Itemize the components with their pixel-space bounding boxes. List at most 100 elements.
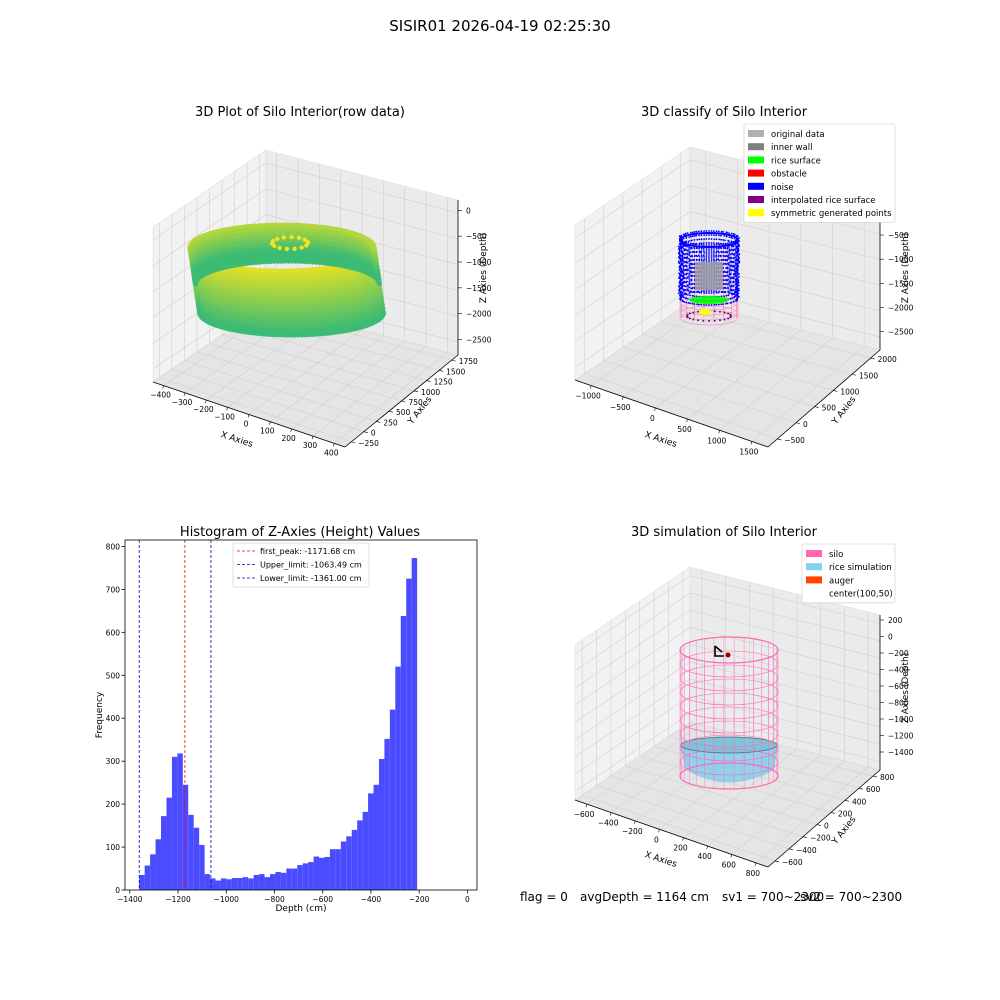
y-tick — [402, 401, 406, 402]
noise-point — [732, 290, 734, 292]
raw-point — [377, 281, 382, 286]
noise-point — [693, 259, 695, 261]
noise-point — [713, 250, 715, 252]
legend-label: silo — [829, 550, 843, 560]
noise-point — [708, 260, 710, 262]
interp-point — [692, 319, 694, 321]
noise-point — [723, 263, 725, 265]
histogram-bar — [292, 869, 297, 890]
noise-point — [679, 255, 681, 257]
histogram-bar — [352, 830, 357, 890]
noise-point — [718, 243, 720, 245]
x-tick-label: 200 — [282, 434, 297, 443]
noise-point — [703, 258, 705, 260]
y-tick — [439, 370, 443, 371]
noise-point — [703, 304, 705, 306]
legend-label: rice simulation — [829, 563, 892, 573]
noise-point — [703, 254, 705, 256]
noise-point — [698, 259, 700, 261]
noise-point — [735, 244, 737, 246]
x-tick-label: 200 — [673, 844, 688, 853]
noise-point — [735, 287, 737, 289]
inner-wall — [695, 262, 723, 290]
legend-label: Upper_limit: -1063.49 cm — [260, 561, 362, 570]
noise-point — [682, 254, 684, 256]
noise-point — [720, 303, 722, 305]
y-tick — [351, 442, 355, 443]
panel4-title: 3D simulation of Silo Interior — [631, 525, 818, 540]
noise-point — [701, 238, 703, 240]
noise-point — [685, 249, 687, 251]
histogram-bar — [232, 878, 237, 890]
noise-point — [693, 243, 695, 245]
avg-depth-text: avgDepth = 1164 cm — [580, 890, 709, 904]
x-tick-label: 400 — [698, 852, 713, 861]
raw-point — [271, 239, 275, 243]
noise-point — [685, 302, 687, 304]
histogram-bar — [384, 739, 389, 890]
noise-point — [731, 249, 733, 251]
noise-point — [718, 235, 720, 237]
noise-point — [729, 250, 731, 252]
noise-point — [706, 234, 708, 236]
x-axis-label: X Axies — [643, 850, 678, 870]
noise-point — [711, 248, 713, 250]
noise-point — [693, 271, 695, 273]
noise-point — [708, 252, 710, 254]
noise-point — [680, 271, 682, 273]
noise-point — [687, 232, 689, 234]
noise-point — [680, 275, 682, 277]
noise-point — [703, 244, 705, 246]
histogram-bar — [395, 667, 400, 890]
x-tick-label: 0 — [654, 835, 659, 844]
noise-point — [736, 260, 738, 262]
interp-point — [729, 316, 731, 318]
histogram-bar — [248, 878, 253, 890]
noise-point — [686, 273, 688, 275]
noise-point — [728, 232, 730, 234]
x-tick — [586, 804, 587, 807]
noise-point — [718, 231, 720, 233]
symmetric-point — [699, 309, 711, 315]
noise-point — [698, 235, 700, 237]
noise-point — [699, 243, 701, 245]
noise-point — [733, 250, 735, 252]
noise-point — [718, 259, 720, 261]
noise-point — [688, 258, 690, 260]
noise-point — [729, 269, 731, 271]
x-tick — [622, 397, 623, 400]
noise-point — [687, 294, 689, 296]
noise-point — [681, 250, 683, 252]
y-tick-label: 400 — [852, 797, 867, 806]
noise-point — [725, 247, 727, 249]
legend-swatch — [748, 156, 764, 163]
y-tick-label: 1250 — [434, 378, 453, 387]
noise-point — [706, 304, 708, 306]
y-tick — [796, 423, 800, 424]
noise-point — [708, 250, 710, 252]
x-axis-label: Depth (cm) — [275, 904, 326, 914]
legend-swatch — [806, 563, 822, 570]
y-tick — [859, 788, 863, 789]
noise-point — [737, 297, 739, 299]
x-tick-label: −400 — [361, 895, 382, 904]
interp-point — [689, 313, 691, 315]
noise-point — [730, 257, 732, 259]
x-tick-label: 0 — [465, 895, 470, 904]
histogram-bar — [139, 875, 144, 890]
noise-point — [701, 256, 703, 258]
histogram-bar — [161, 816, 166, 890]
histogram-bar — [363, 812, 368, 890]
noise-point — [701, 242, 703, 244]
noise-point — [688, 254, 690, 256]
noise-point — [729, 292, 731, 294]
z-tick-label: 200 — [888, 616, 903, 625]
histogram-bar — [368, 793, 373, 890]
rice-surface — [681, 737, 777, 753]
noise-point — [691, 259, 693, 261]
y-tick — [803, 837, 807, 838]
x-tick — [751, 441, 752, 444]
noise-point — [724, 239, 726, 241]
histogram-bar — [324, 857, 329, 890]
figure-suptitle: SISIR01 2026-04-19 02:25:30 — [0, 17, 1000, 35]
